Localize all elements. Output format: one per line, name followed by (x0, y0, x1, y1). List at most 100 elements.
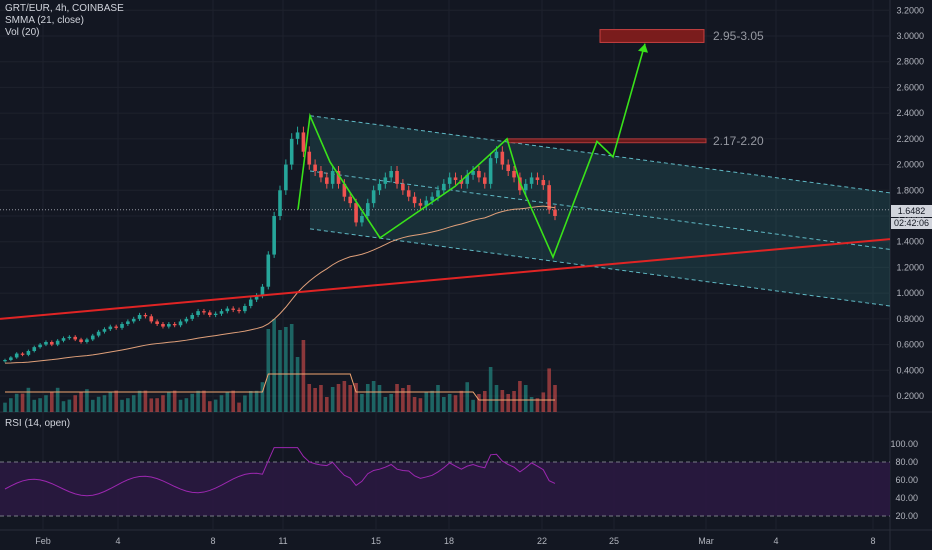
price-tick-label: 2.6000 (896, 82, 924, 92)
price-tick-label: 2.4000 (896, 108, 924, 118)
candle-body (541, 180, 546, 186)
candle-body (418, 203, 423, 206)
candle-body (477, 171, 481, 178)
volume-bar (465, 382, 470, 412)
candle-body (430, 196, 434, 201)
candle-body (161, 324, 165, 327)
volume-bar (512, 391, 516, 412)
volume-bar (149, 398, 154, 412)
candle-body (406, 190, 411, 197)
volume-bar (85, 389, 89, 412)
volume-bar (442, 397, 446, 412)
volume-bar (377, 385, 382, 412)
candle-body (219, 311, 224, 314)
candle-body (529, 177, 534, 184)
candle-body (371, 190, 376, 204)
rsi-band (0, 462, 890, 516)
candle-body (178, 321, 183, 326)
candle-body (553, 209, 557, 216)
volume-bar (371, 381, 376, 412)
candle-body (14, 353, 19, 358)
volume-bar (3, 402, 7, 412)
candle-body (260, 286, 265, 296)
volume-bar (137, 390, 142, 412)
price-tick-label: 0.6000 (896, 340, 924, 350)
candle-body (38, 344, 42, 348)
rsi-legend[interactable]: RSI (14, open) (5, 418, 71, 429)
rsi-tick-label: 40.00 (895, 493, 918, 503)
volume-bar (178, 399, 183, 412)
volume-bar (488, 367, 493, 412)
volume-bar (32, 399, 37, 412)
volume-bar (430, 390, 434, 412)
candle-body (149, 316, 154, 322)
time-tick-label: 4 (115, 536, 120, 546)
volume-bar (73, 395, 78, 412)
volume-bar (61, 401, 66, 412)
legend-symbol[interactable]: GRT/EUR, 4h, COINBASE (5, 3, 124, 14)
volume-bar (26, 387, 31, 412)
candle-body (196, 311, 200, 315)
time-tick-label: 8 (210, 536, 215, 546)
volume-bar (196, 390, 200, 412)
volume-bar (395, 384, 399, 412)
time-tick-label: 22 (537, 536, 547, 546)
candle-body (395, 171, 399, 184)
candle-body (512, 171, 516, 178)
volume-bar (482, 391, 487, 412)
price-tick-label: 1.0000 (896, 288, 924, 298)
legend: GRT/EUR, 4h, COINBASE SMMA (21, close) V… (5, 3, 124, 39)
current-price-tag: 1.6482 (891, 205, 932, 217)
candle-body (248, 299, 253, 306)
legend-smma[interactable]: SMMA (21, close) (5, 15, 84, 26)
candle-body (225, 308, 230, 312)
pattern-projection-line (297, 43, 646, 260)
candle-body (289, 138, 294, 165)
volume-bar (202, 390, 206, 412)
volume-bar (131, 395, 136, 412)
candle-body (9, 357, 13, 360)
candle-body (383, 177, 388, 184)
volume-bar (67, 399, 72, 412)
volume-bar (383, 397, 388, 412)
legend-vol[interactable]: Vol (20) (5, 27, 40, 38)
volume-bar (79, 392, 83, 412)
rsi-tick-label: 20.00 (895, 511, 918, 521)
candle-body (90, 335, 95, 340)
candle-body (482, 177, 487, 184)
time-tick-label: 15 (371, 536, 381, 546)
time-tick-label: Feb (35, 536, 51, 546)
volume-bar (354, 383, 358, 412)
candle-body (114, 326, 118, 328)
candle-body (354, 203, 358, 223)
volume-bar (360, 394, 364, 412)
candle-body (167, 324, 171, 327)
price-tick-label: 1.2000 (896, 262, 924, 272)
volume-bar (44, 395, 48, 412)
rsi-line (4, 447, 556, 497)
pattern-arrow-head (638, 43, 648, 53)
volume-bar (172, 390, 177, 412)
volume-bar (231, 390, 235, 412)
volume-bar (412, 397, 417, 412)
candle-body (20, 353, 25, 355)
candle-body (447, 177, 452, 184)
candle-body (79, 339, 83, 342)
price-tick-label: 2.2000 (896, 134, 924, 144)
volume-bar (254, 390, 259, 412)
candle-body (266, 254, 271, 287)
volume-bar (190, 393, 195, 412)
candle-body (348, 196, 353, 204)
volume-bar (207, 401, 212, 412)
volume-bar (243, 395, 247, 412)
candle-body (96, 331, 101, 336)
candle-body (272, 216, 276, 255)
volume-bar (167, 392, 171, 412)
candle-body (32, 347, 37, 351)
candle-body (231, 308, 235, 310)
price-tick-label: 2.0000 (896, 160, 924, 170)
candle-body (325, 177, 329, 184)
price-tick-label: 2.8000 (896, 57, 924, 67)
candle-body (360, 216, 364, 223)
